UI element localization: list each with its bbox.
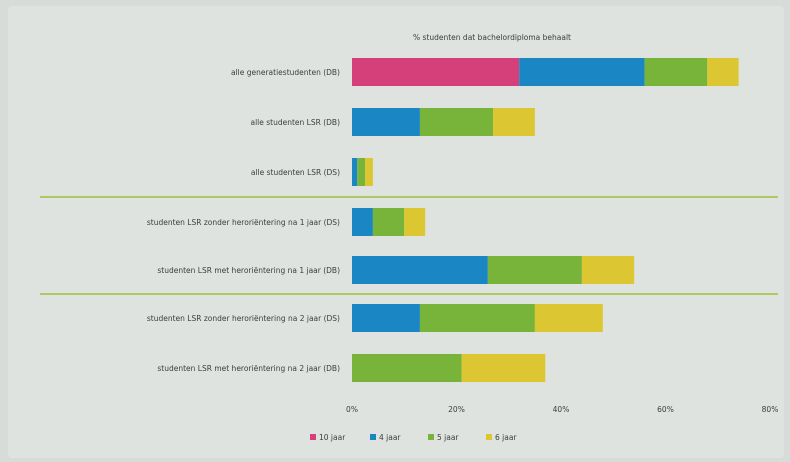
bar-segment bbox=[365, 158, 373, 186]
bar-segment bbox=[487, 256, 582, 284]
category-label: alle studenten LSR (DS) bbox=[251, 168, 340, 177]
bar-segment bbox=[644, 58, 708, 86]
x-tick-label: 60% bbox=[657, 405, 674, 414]
bar-segment bbox=[372, 208, 405, 236]
legend-item: 6 jaar bbox=[486, 433, 517, 442]
category-label: studenten LSR zonder heroriëntering na 1… bbox=[147, 218, 340, 227]
legend-item: 4 jaar bbox=[370, 433, 401, 442]
category-label: alle generatiestudenten (DB) bbox=[231, 68, 340, 77]
x-tick-label: 40% bbox=[553, 405, 570, 414]
bar-segment bbox=[419, 304, 535, 332]
legend-label: 5 jaar bbox=[437, 433, 459, 442]
chart-title: % studenten dat bachelordiploma behaalt bbox=[413, 33, 571, 42]
bar-segment bbox=[352, 158, 358, 186]
x-tick-label: 80% bbox=[762, 405, 779, 414]
legend-label: 4 jaar bbox=[379, 433, 401, 442]
legend-item: 10 jaar bbox=[310, 433, 346, 442]
bar-segment bbox=[419, 108, 494, 136]
bar-segment bbox=[534, 304, 603, 332]
bar-segment bbox=[352, 58, 520, 86]
legend-swatch bbox=[310, 434, 316, 440]
legend-label: 10 jaar bbox=[319, 433, 346, 442]
bar-segment bbox=[352, 208, 373, 236]
bar-segment bbox=[493, 108, 535, 136]
bar-segment bbox=[461, 354, 546, 382]
category-label: studenten LSR zonder heroriëntering na 2… bbox=[147, 314, 340, 323]
legend-swatch bbox=[370, 434, 376, 440]
bar-segment bbox=[352, 354, 462, 382]
category-label: studenten LSR met heroriëntering na 1 ja… bbox=[157, 266, 340, 275]
bar-segment bbox=[581, 256, 635, 284]
legend-swatch bbox=[428, 434, 434, 440]
bar-segment bbox=[352, 256, 488, 284]
legend-label: 6 jaar bbox=[495, 433, 517, 442]
legend-swatch bbox=[486, 434, 492, 440]
category-label: studenten LSR met heroriëntering na 2 ja… bbox=[157, 364, 340, 373]
legend-item: 5 jaar bbox=[428, 433, 459, 442]
bar-segment bbox=[404, 208, 426, 236]
bar-segment bbox=[352, 304, 420, 332]
bar-segment bbox=[357, 158, 366, 186]
bar-segment bbox=[519, 58, 645, 86]
category-label: alle studenten LSR (DB) bbox=[251, 118, 341, 127]
x-tick-label: 20% bbox=[448, 405, 465, 414]
bar-segment bbox=[707, 58, 739, 86]
bar-segment bbox=[352, 108, 420, 136]
x-tick-label: 0% bbox=[346, 405, 358, 414]
